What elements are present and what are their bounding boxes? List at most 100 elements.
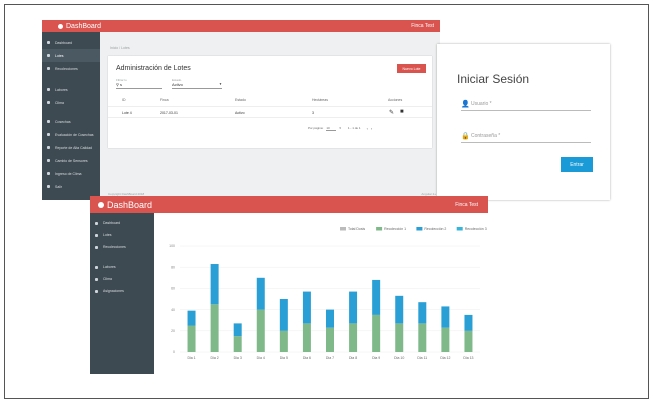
sidebar-item-0[interactable]: Dashboard <box>90 217 154 229</box>
per-page-select[interactable]: 10 <box>326 126 337 131</box>
sidebar: Dashboard Lotes Recolecciones Labores Clima C… <box>42 32 100 200</box>
bar-segment[interactable] <box>349 323 358 352</box>
sidebar-item-2[interactable]: Recolecciones <box>42 62 100 75</box>
logo-icon <box>58 23 63 29</box>
sidebar-item-3[interactable]: Labores <box>42 83 100 96</box>
delete-icon[interactable]: ■ <box>400 109 404 115</box>
sidebar-item-label: Labores <box>55 87 68 92</box>
bar-segment[interactable] <box>279 330 288 352</box>
x-tick-label: Dia 10 <box>394 356 404 360</box>
bar-segment[interactable] <box>256 277 265 310</box>
bar-segment[interactable] <box>326 309 334 328</box>
col-hectareas[interactable]: Hectáreas <box>312 98 328 102</box>
bar-segment[interactable] <box>302 291 311 324</box>
tool-icon <box>95 265 98 269</box>
bar-segment[interactable] <box>302 323 311 352</box>
bar-segment[interactable] <box>464 314 473 331</box>
main-content: 0 20 40 60 80 100 Dia 1 Dia 2 Dia 3 Dia 4 Dia 5 Dia… <box>154 213 488 374</box>
username-input[interactable]: Usuario * <box>471 100 492 107</box>
login-button[interactable]: Entrar <box>561 157 593 172</box>
user-name[interactable]: Finca Test <box>411 23 434 29</box>
brand[interactable]: DashBoard <box>42 23 101 30</box>
col-finca[interactable]: Finca <box>160 98 169 102</box>
col-id[interactable]: ID <box>122 98 126 102</box>
search-field[interactable]: Filtrar lo ⚲ s <box>116 78 162 89</box>
sidebar-item-3[interactable]: Labores <box>90 261 154 273</box>
sidebar-item-8[interactable]: Cambio de Sensores <box>42 154 100 167</box>
sidebar-item-10[interactable]: Salir <box>42 180 100 193</box>
sidebar-item-label: Clima <box>103 277 112 281</box>
sidebar-item-0[interactable]: Dashboard <box>42 36 100 49</box>
cloud-icon <box>47 101 50 104</box>
status-select[interactable]: Estado Activo ▼ <box>172 78 222 89</box>
login-title: Iniciar Sesión <box>457 72 530 86</box>
sidebar-item-2[interactable]: Recolecciones <box>90 241 154 253</box>
bar-segment[interactable] <box>210 304 219 352</box>
x-tick-label: Dia 3 <box>234 356 242 360</box>
x-tick-label: Dia 2 <box>211 356 219 360</box>
prev-page-icon[interactable]: ‹ <box>366 125 368 131</box>
status-label: Estado <box>172 78 182 82</box>
x-tick-label: Dia 9 <box>372 356 380 360</box>
user-icon: 👤 <box>461 100 470 108</box>
new-lote-button[interactable]: Nuevo Lote <box>397 64 426 73</box>
bar-segment[interactable] <box>326 327 334 352</box>
x-tick-label: Dia 4 <box>257 356 265 360</box>
bar-segment[interactable] <box>256 309 265 352</box>
bar-segment[interactable] <box>441 306 450 328</box>
search-input[interactable]: s <box>119 82 122 87</box>
legend-entry[interactable]: Recolección 3 <box>465 227 487 231</box>
bar-segment[interactable] <box>187 310 196 326</box>
bar-segment[interactable] <box>395 323 404 352</box>
sidebar-item-label: Cambio de Sensores <box>55 158 88 163</box>
bar-segment[interactable] <box>372 279 381 315</box>
legend-entry[interactable]: Total Dosis <box>348 227 365 231</box>
sidebar-item-1[interactable]: Lotes <box>42 49 100 62</box>
y-tick-label: 60 <box>171 287 175 291</box>
password-field[interactable]: 🔒 Contraseña * <box>461 129 591 143</box>
table-row[interactable]: Lote 4 2017-03-01 Activo 3 ✎ ■ <box>108 106 432 118</box>
report-icon <box>47 146 50 149</box>
sidebar-item-5[interactable]: Asignaciones <box>90 285 154 297</box>
username-field[interactable]: 👤 Usuario * <box>461 97 591 111</box>
sidebar-item-4[interactable]: Clima <box>90 273 154 285</box>
bar-segment[interactable] <box>441 327 450 352</box>
search-label: Filtrar lo <box>116 78 127 82</box>
col-acciones: Acciones <box>388 98 403 102</box>
bar-segment[interactable] <box>233 323 242 337</box>
sidebar-item-1[interactable]: Lotes <box>90 229 154 241</box>
x-tick-label: Dia 5 <box>280 356 288 360</box>
brand-label: DashBoard <box>107 199 153 210</box>
sidebar-item-9[interactable]: Ingreso de Clima <box>42 167 100 180</box>
lotes-card: Administración de Lotes Nuevo Lote Filtr… <box>108 56 432 148</box>
bar-segment[interactable] <box>464 330 473 352</box>
bar-segment[interactable] <box>418 302 427 324</box>
bar-segment[interactable] <box>372 314 381 352</box>
sidebar-item-5[interactable]: Cosechas <box>42 115 100 128</box>
y-tick-label: 40 <box>171 308 175 312</box>
sidebar-item-label: Asignaciones <box>103 289 124 293</box>
bar-segment[interactable] <box>233 336 242 352</box>
y-tick-label: 20 <box>171 329 175 333</box>
lock-icon: 🔒 <box>461 132 470 140</box>
legend-entry[interactable]: Recolección 2 <box>424 227 446 231</box>
next-page-icon[interactable]: › <box>370 125 373 131</box>
chevron-down-icon[interactable]: ▾ <box>339 126 341 130</box>
sidebar-item-7[interactable]: Reporte de Alta Calidad <box>42 141 100 154</box>
bar-segment[interactable] <box>210 264 219 305</box>
edit-icon[interactable]: ✎ <box>389 110 395 116</box>
brand[interactable]: DashBoard <box>90 200 152 210</box>
bar-segment[interactable] <box>418 323 427 352</box>
bar-segment[interactable] <box>349 291 358 324</box>
bar-segment[interactable] <box>187 325 196 353</box>
bar-segment[interactable] <box>395 295 404 324</box>
user-name[interactable]: Finca Test <box>455 201 478 208</box>
password-input[interactable]: Contraseña * <box>471 132 501 139</box>
box-icon <box>47 120 50 123</box>
sidebar-item-6[interactable]: Evaluación de Cosechas <box>42 128 100 141</box>
sidebar-item-4[interactable]: Clima <box>42 96 100 109</box>
col-estado[interactable]: Estado <box>235 98 246 102</box>
bar-segment[interactable] <box>279 299 288 331</box>
legend-entry[interactable]: Recolección 1 <box>384 227 406 231</box>
x-tick-label: Dia 13 <box>463 356 473 360</box>
